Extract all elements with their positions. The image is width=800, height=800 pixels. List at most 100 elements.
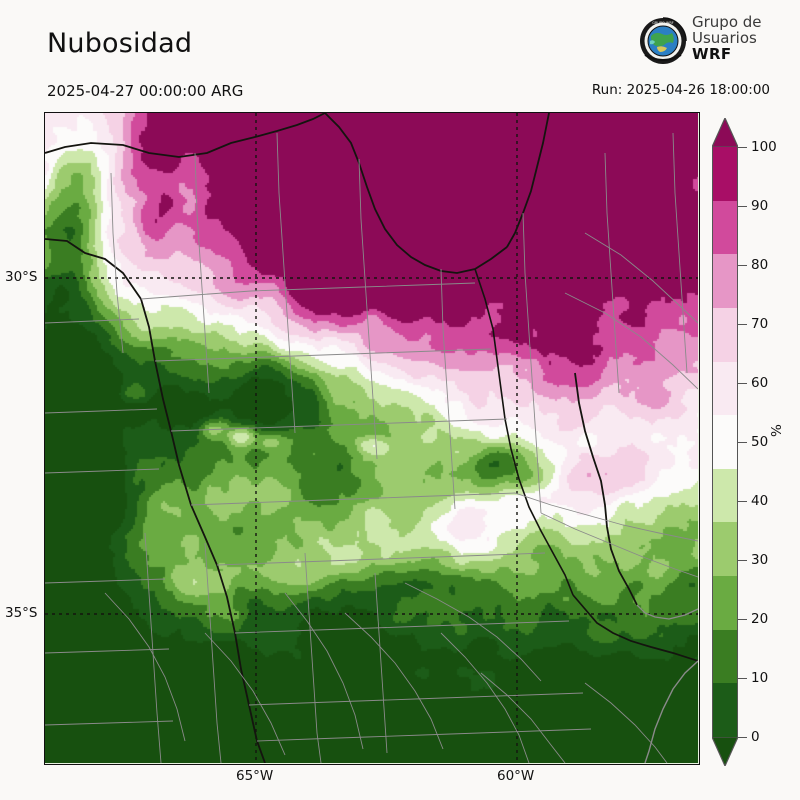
map-boundary (170, 418, 508, 432)
map-boundary (45, 113, 326, 158)
colorbar-band (713, 147, 737, 201)
colorbar-band (713, 629, 737, 684)
map-boundary (404, 582, 542, 682)
run-time-label: Run: 2025-04-26 18:00:00 (591, 82, 770, 98)
map-boundary (584, 682, 668, 763)
map-boundary (564, 292, 698, 390)
colorbar-tick (738, 265, 747, 266)
map-boundary (506, 113, 550, 248)
map-boundary (604, 152, 620, 394)
map-boundary (194, 152, 210, 394)
map-boundary (572, 594, 698, 662)
colorbar-band (713, 415, 737, 469)
map-boundary (45, 238, 266, 763)
colorbar-gradient (712, 147, 738, 737)
map-boundary (140, 282, 476, 300)
colorbar-band (713, 468, 737, 523)
map-boundary (256, 728, 592, 742)
map-boundary (45, 468, 160, 474)
map-boundary (104, 592, 186, 742)
colorbar-band (713, 522, 737, 576)
map-overlays (45, 113, 698, 763)
colorbar-tick (738, 501, 747, 502)
colorbar-tick (738, 206, 747, 207)
colorbar-tick (738, 678, 747, 679)
map-boundary (216, 552, 546, 566)
valid-time-label: 2025-04-27 00:00:00 ARG (47, 82, 244, 100)
colorbar-tick (738, 383, 747, 384)
colorbar-tick-label: 50 (751, 434, 769, 450)
colorbar-unit-label: % (769, 424, 785, 437)
page-title: Nubosidad (47, 28, 193, 59)
map-boundary (45, 318, 140, 324)
map-boundary (284, 592, 364, 750)
brand-logo: GRUPO WRF Grupo de Usuarios WRF (638, 14, 788, 70)
colorbar-tick-label: 70 (751, 316, 769, 332)
map-boundary (344, 612, 444, 750)
colorbar-tick-label: 90 (751, 198, 769, 214)
map-boundary (474, 268, 574, 596)
logo-line-2: Usuarios (692, 29, 757, 47)
colorbar-tick-label: 80 (751, 257, 769, 273)
colorbar-tick-label: 20 (751, 611, 769, 627)
colorbar-tick-label: 0 (751, 729, 760, 745)
map-boundary (358, 158, 378, 460)
lon-tick-65w: 65°W (236, 768, 274, 784)
map-boundary (234, 620, 570, 634)
brand-logo-text: Grupo de Usuarios WRF (692, 14, 762, 62)
lon-tick-60w: 60°W (497, 768, 535, 784)
globe-emblem-icon: GRUPO WRF (640, 17, 687, 64)
cloudiness-raster (45, 113, 698, 763)
colorbar-tick-label: 10 (751, 670, 769, 686)
colorbar-tick-label: 60 (751, 375, 769, 391)
colorbar-tick (738, 147, 747, 148)
map-boundary (522, 212, 542, 514)
map-boundary (248, 692, 584, 706)
colorbar-band (713, 361, 737, 416)
colorbar-tick (738, 619, 747, 620)
map-boundary (45, 648, 170, 654)
colorbar-extend-high (712, 118, 738, 147)
colorbar-tick-label: 40 (751, 493, 769, 509)
colorbar: 0 10 20 30 40 50 60 70 80 90 100 % (712, 118, 792, 766)
map-boundary (480, 672, 566, 763)
map-boundary (636, 604, 698, 620)
colorbar-band (713, 683, 737, 737)
map-boundary (514, 492, 698, 542)
logo-line-1: Grupo de (692, 13, 762, 31)
colorbar-band (713, 200, 737, 255)
svg-text:GRUPO WRF: GRUPO WRF (652, 21, 674, 25)
map-boundary (540, 512, 698, 578)
colorbar-band (713, 307, 737, 362)
map-boundary (204, 632, 286, 756)
map-boundary (154, 348, 492, 362)
map-boundary (672, 132, 688, 374)
map-boundary (276, 132, 296, 434)
map-boundary (190, 492, 516, 506)
colorbar-tick (738, 442, 747, 443)
map-boundary (304, 552, 322, 763)
logo-line-3: WRF (692, 45, 732, 63)
colorbar-tick-label: 100 (751, 139, 777, 155)
map-boundary (45, 408, 158, 414)
lat-tick-35s: 35°S (5, 605, 38, 621)
forecast-map[interactable] (44, 112, 700, 765)
colorbar-tick (738, 560, 747, 561)
colorbar-tick-label: 30 (751, 552, 769, 568)
lat-tick-30s: 30°S (5, 269, 38, 285)
map-boundary (204, 542, 222, 763)
map-boundary (440, 268, 456, 510)
map-boundary (440, 632, 530, 763)
map-boundary (45, 578, 166, 584)
colorbar-band (713, 576, 737, 630)
colorbar-extend-low (712, 737, 738, 766)
map-boundary (374, 572, 388, 754)
map-boundary (45, 720, 174, 726)
map-boundary (644, 660, 698, 763)
colorbar-tick (738, 737, 747, 738)
colorbar-tick (738, 324, 747, 325)
colorbar-band (713, 254, 737, 308)
map-boundary (144, 532, 162, 763)
map-boundary (110, 172, 124, 354)
map-boundary (584, 232, 698, 324)
